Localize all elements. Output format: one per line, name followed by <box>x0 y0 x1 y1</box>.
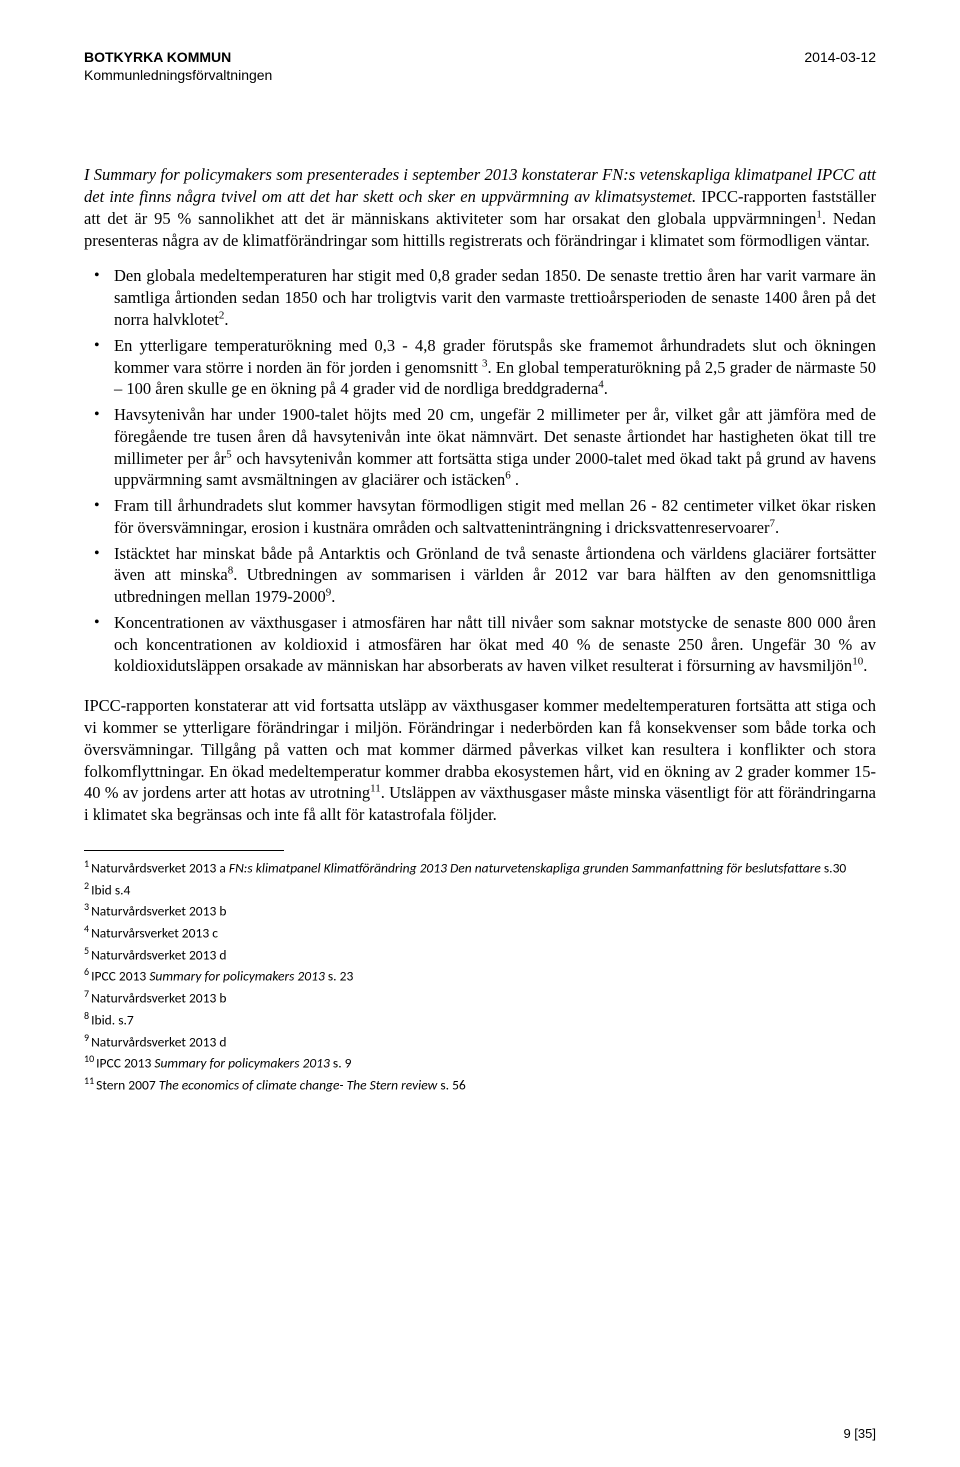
footnotes: 1Naturvårdsverket 2013 a FN:s klimatpane… <box>84 857 876 1095</box>
footnote-text: Naturvårdsverket 2013 a <box>91 859 229 876</box>
footnote-number: 9 <box>84 1031 89 1044</box>
bullet-text: . <box>224 310 228 329</box>
footnote: 10IPCC 2013 Summary for policymakers 201… <box>84 1052 876 1073</box>
intro-paragraph: I Summary for policymakers som presenter… <box>84 164 876 251</box>
footnote-text: Ibid. s.7 <box>91 1011 134 1028</box>
footnote-number: 3 <box>84 900 89 913</box>
list-item: Den globala medeltemperaturen har stigit… <box>84 265 876 330</box>
footnote-text: IPCC 2013 <box>96 1055 154 1072</box>
footnote-number: 10 <box>84 1052 94 1065</box>
footnote-text: s.30 <box>821 859 846 876</box>
footnote: 11Stern 2007 The economics of climate ch… <box>84 1074 876 1095</box>
body: I Summary for policymakers som presenter… <box>84 164 876 825</box>
bullet-text: . <box>604 379 608 398</box>
list-item: Havsytenivån har under 1900-talet höjts … <box>84 404 876 491</box>
footnote-text: Summary for policymakers 2013 <box>149 968 324 985</box>
footnotes-divider <box>84 850 284 851</box>
footnote-ref: 11 <box>370 783 381 795</box>
bullet-text: Koncentrationen av växthusgaser i atmosf… <box>114 613 876 676</box>
footnote-number: 11 <box>84 1074 94 1087</box>
footnote-text: Naturvårdsverket 2013 d <box>91 1033 226 1050</box>
footnote: 3Naturvårdsverket 2013 b <box>84 900 876 921</box>
footnote-text: s. 23 <box>325 968 353 985</box>
list-item: Fram till århundradets slut kommer havsy… <box>84 495 876 539</box>
footnote-number: 6 <box>84 965 89 978</box>
footnote-text: Ibid s.4 <box>91 881 130 898</box>
page-header: BOTKYRKA KOMMUN Kommunledningsförvaltnin… <box>84 48 876 84</box>
list-item: Koncentrationen av växthusgaser i atmosf… <box>84 612 876 677</box>
bullet-text: . <box>511 470 519 489</box>
footnote: 7Naturvårdsverket 2013 b <box>84 987 876 1008</box>
footnote-text: Naturvårdsverket 2013 b <box>91 903 226 920</box>
footnote: 4Naturvårsverket 2013 c <box>84 922 876 943</box>
footnote-number: 5 <box>84 944 89 957</box>
bullet-text: . <box>775 518 779 537</box>
footnote-text: s. 9 <box>330 1055 352 1072</box>
footnote-text: Naturvårdsverket 2013 d <box>91 946 226 963</box>
footnote-text: Summary for policymakers 2013 <box>154 1055 329 1072</box>
footnote-text: s. 56 <box>437 1077 465 1094</box>
footnote-number: 7 <box>84 987 89 1000</box>
footnote-text: FN:s klimatpanel Klimatförändring 2013 D… <box>229 859 821 876</box>
bullet-text: . <box>863 656 867 675</box>
footnote-number: 1 <box>84 857 89 870</box>
list-item: Istäcktet har minskat både på Antarktis … <box>84 543 876 608</box>
footnote: 1Naturvårdsverket 2013 a FN:s klimatpane… <box>84 857 876 878</box>
footnote-text: Naturvårdsverket 2013 b <box>91 990 226 1007</box>
page-number: 9 [35] <box>843 1426 876 1441</box>
bullet-text: . <box>331 587 335 606</box>
footnote-text: Naturvårsverket 2013 c <box>91 924 218 941</box>
footnote: 8Ibid. s.7 <box>84 1009 876 1030</box>
footnote-number: 4 <box>84 922 89 935</box>
header-org-name: BOTKYRKA KOMMUN <box>84 48 272 66</box>
list-item: En ytterligare temperaturökning med 0,3 … <box>84 335 876 400</box>
bullet-list: Den globala medeltemperaturen har stigit… <box>84 265 876 677</box>
header-org: BOTKYRKA KOMMUN Kommunledningsförvaltnin… <box>84 48 272 84</box>
closing-paragraph: IPCC-rapporten konstaterar att vid forts… <box>84 695 876 826</box>
header-org-dept: Kommunledningsförvaltningen <box>84 66 272 84</box>
footnote: 2Ibid s.4 <box>84 879 876 900</box>
header-date: 2014-03-12 <box>804 48 876 84</box>
footnote-text: The economics of climate change- The Ste… <box>159 1077 438 1094</box>
bullet-text: Fram till århundradets slut kommer havsy… <box>114 496 876 537</box>
footnote: 6IPCC 2013 Summary for policymakers 2013… <box>84 965 876 986</box>
footnote-ref: 10 <box>852 656 863 668</box>
footnote-text: Stern 2007 <box>96 1077 159 1094</box>
footnote: 9Naturvårdsverket 2013 d <box>84 1031 876 1052</box>
footnote: 5Naturvårdsverket 2013 d <box>84 944 876 965</box>
document-page: BOTKYRKA KOMMUN Kommunledningsförvaltnin… <box>0 0 960 1467</box>
footnote-number: 8 <box>84 1009 89 1022</box>
footnote-number: 2 <box>84 879 89 892</box>
footnote-text: IPCC 2013 <box>91 968 149 985</box>
